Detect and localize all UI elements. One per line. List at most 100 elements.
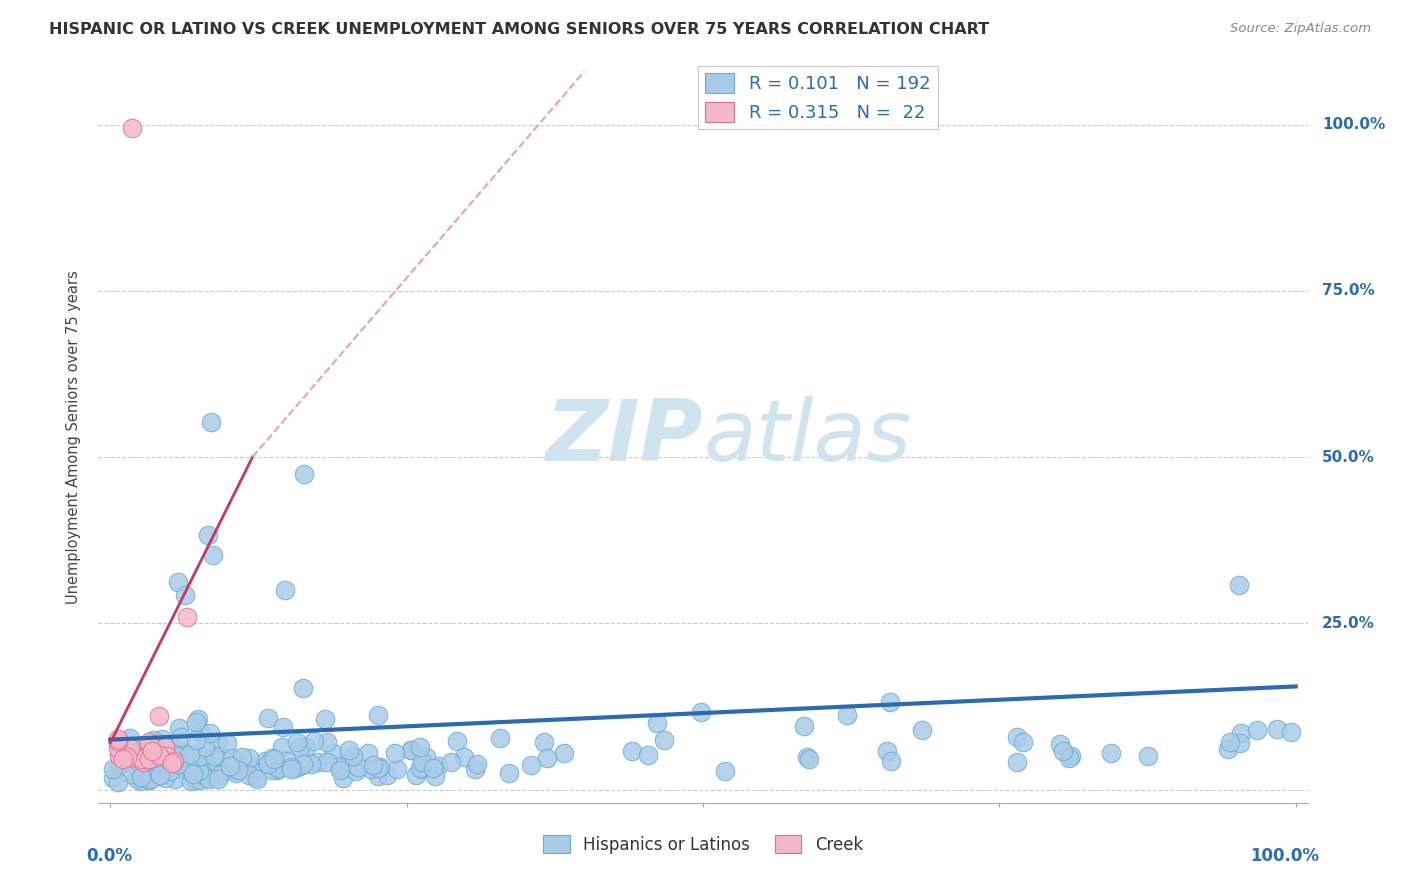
Point: [120, 740, 142, 755]
Point: [553, 746, 575, 760]
Point: [225, 765, 247, 780]
Point: [266, 761, 288, 775]
Point: [276, 754, 298, 768]
Point: [236, 757, 259, 772]
Point: [131, 770, 153, 784]
Point: [1229, 736, 1251, 750]
Point: [139, 752, 162, 766]
Point: [226, 756, 249, 771]
Text: ZIP: ZIP: [546, 395, 703, 479]
Point: [218, 752, 240, 766]
Point: [290, 759, 312, 773]
Point: [1099, 746, 1122, 760]
Point: [149, 768, 172, 782]
Point: [152, 767, 174, 781]
Point: [427, 759, 450, 773]
Point: [1049, 737, 1071, 751]
Point: [139, 736, 162, 750]
Point: [131, 743, 153, 757]
Point: [120, 767, 142, 781]
Point: [1229, 577, 1251, 591]
Point: [453, 749, 475, 764]
Point: [142, 744, 165, 758]
Point: [155, 747, 177, 762]
Point: [253, 754, 276, 768]
Point: [162, 746, 184, 760]
Point: [165, 749, 187, 764]
Text: 100.0%: 100.0%: [1322, 117, 1385, 132]
Point: [135, 756, 157, 771]
Point: [360, 763, 382, 777]
Legend: Hispanics or Latinos, Creek: Hispanics or Latinos, Creek: [536, 829, 870, 860]
Point: [120, 731, 142, 746]
Point: [121, 746, 143, 760]
Point: [367, 761, 389, 775]
Point: [160, 756, 183, 770]
Point: [262, 751, 284, 765]
Point: [1246, 723, 1268, 737]
Point: [329, 757, 352, 772]
Point: [194, 771, 217, 785]
Point: [399, 743, 422, 757]
Point: [347, 760, 370, 774]
Point: [132, 755, 155, 769]
Y-axis label: Unemployment Among Seniors over 75 years: Unemployment Among Seniors over 75 years: [66, 270, 82, 604]
Point: [714, 764, 737, 779]
Point: [125, 747, 148, 762]
Point: [652, 732, 675, 747]
Point: [235, 756, 257, 771]
Point: [464, 763, 486, 777]
Point: [167, 762, 190, 776]
Point: [322, 746, 344, 760]
Point: [127, 772, 149, 787]
Point: [375, 768, 398, 782]
Point: [302, 734, 325, 748]
Point: [138, 773, 160, 788]
Text: HISPANIC OR LATINO VS CREEK UNEMPLOYMENT AMONG SENIORS OVER 75 YEARS CORRELATION: HISPANIC OR LATINO VS CREEK UNEMPLOYMENT…: [49, 22, 990, 37]
Point: [307, 755, 329, 769]
Point: [141, 737, 163, 751]
Point: [152, 731, 174, 746]
Point: [188, 725, 211, 739]
Point: [179, 747, 201, 761]
Point: [160, 739, 183, 754]
Point: [409, 760, 432, 774]
Point: [141, 744, 163, 758]
Point: [187, 713, 209, 727]
Point: [180, 773, 202, 788]
Point: [242, 761, 264, 775]
Point: [274, 582, 297, 597]
Point: [163, 772, 186, 786]
Point: [408, 739, 430, 754]
Point: [108, 748, 131, 763]
Point: [1052, 744, 1074, 758]
Point: [138, 745, 160, 759]
Point: [342, 749, 364, 764]
Point: [107, 747, 129, 761]
Point: [121, 740, 143, 755]
Point: [384, 746, 406, 760]
Point: [163, 754, 186, 768]
Point: [221, 751, 243, 765]
Point: [200, 415, 222, 429]
Text: 75.0%: 75.0%: [1322, 284, 1375, 298]
Point: [1060, 748, 1083, 763]
Point: [142, 732, 165, 747]
Text: atlas: atlas: [703, 395, 911, 479]
Point: [224, 761, 246, 775]
Point: [181, 766, 204, 780]
Point: [231, 750, 253, 764]
Point: [188, 764, 211, 778]
Point: [415, 749, 437, 764]
Point: [385, 762, 408, 776]
Point: [122, 750, 145, 764]
Point: [125, 755, 148, 769]
Point: [332, 772, 354, 786]
Point: [131, 751, 153, 765]
Point: [1012, 735, 1035, 749]
Point: [170, 730, 193, 744]
Point: [280, 762, 302, 776]
Point: [367, 707, 389, 722]
Point: [1005, 756, 1028, 770]
Point: [174, 589, 197, 603]
